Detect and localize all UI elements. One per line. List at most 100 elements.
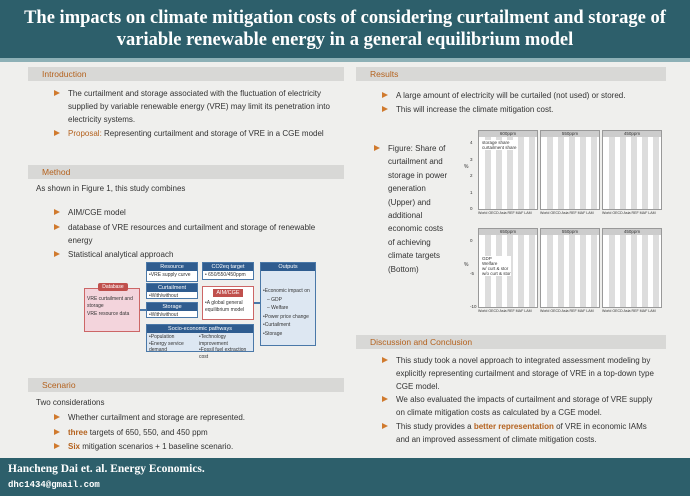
box-item: •VRE supply curve [149, 272, 191, 278]
section-heading: Method [28, 165, 344, 179]
author: Hancheng Dai et. al. Energy Economics. [8, 463, 205, 475]
panel-band [653, 235, 659, 307]
box-item: – Welfare [267, 305, 289, 311]
bullet: database of VRE resources and curtailmen… [54, 221, 339, 247]
arrow [140, 309, 146, 311]
box-item: •With/without [149, 312, 178, 318]
legend-entry: GDP [482, 256, 492, 261]
panel-band [609, 235, 615, 307]
box-item: •Storage [263, 330, 283, 337]
y-tick-label: 1 [470, 189, 473, 195]
panel-band [620, 235, 626, 307]
panel-title: 650ppm [479, 229, 537, 235]
box-item: – GDP [267, 296, 283, 303]
method-diagram: Database VRE curtailment and storage VRE… [60, 262, 316, 360]
bullet-emphasis: better representation [473, 422, 554, 431]
box-column: •Population •Energy service demand [147, 333, 199, 355]
box-item: •With/without [149, 293, 178, 299]
panel-band [569, 235, 575, 307]
box-title: Storage [147, 303, 197, 311]
bullet: We also evaluated the impacts of curtail… [382, 393, 662, 419]
panel-title: 450ppm [603, 229, 661, 235]
box-item: •Power price change [263, 313, 309, 320]
section-heading: Introduction [28, 67, 344, 81]
panel-band [591, 137, 597, 209]
bullet-text: Whether curtailment and storage are repr… [68, 413, 245, 422]
bullet: This study provides a better representat… [382, 420, 662, 446]
y-axis-label: % [464, 262, 469, 268]
box-item: •Energy service demand [149, 340, 184, 354]
region-labels: World OECD Asia REF MAF LAM [540, 309, 594, 313]
bullet-text: mitigation scenarios + 1 baseline scenar… [82, 442, 234, 451]
bullet-emphasis: Proposal: [68, 129, 102, 138]
panel-band [485, 137, 491, 209]
bullet-emphasis: Six [68, 442, 81, 451]
y-tick-label: 4 [470, 140, 473, 145]
panel-band [591, 235, 597, 307]
legend-entry: w/o curt & stor [482, 271, 511, 276]
bullet-emphasis: three [68, 428, 88, 437]
box-item: •Fossil fuel extraction cost [199, 347, 247, 360]
footer: Hancheng Dai et. al. Energy Economics. d… [0, 458, 690, 496]
poster-title: The impacts on climate mitigation costs … [0, 0, 690, 58]
region-labels: World OECD Asia REF MAF LAM [540, 211, 594, 215]
bullet-text: Representing curtailment and storage of … [104, 129, 324, 138]
panel-band [518, 137, 524, 209]
panel-title: 450ppm [603, 131, 661, 137]
arrow [254, 302, 260, 304]
panel-band [642, 235, 648, 307]
y-tick-label: 0 [470, 238, 473, 243]
bullet: AIM/CGE model [54, 206, 339, 219]
region-labels: World OECD Asia REF MAF LAM [602, 309, 656, 313]
title-text: The impacts on climate mitigation costs … [24, 8, 666, 50]
method-intro: As shown in Figure 1, this study combine… [36, 184, 186, 193]
panel-band [631, 137, 637, 209]
box-title: Curtailment [147, 284, 197, 292]
legend-entry: curtailment share [482, 145, 517, 150]
bullet: A large amount of electricity will be cu… [382, 89, 662, 102]
legend-entry: Welfare [482, 261, 498, 266]
bullet: Whether curtailment and storage are repr… [54, 411, 339, 424]
title-stripe [0, 58, 690, 62]
bullet-text: This study took a novel approach to inte… [396, 356, 654, 391]
panel-title: 550ppm [541, 131, 599, 137]
chart-panel: 450ppm [602, 228, 662, 308]
box-item: •Economic impact on [263, 288, 310, 294]
curtailment-box: Curtailment •With/without [146, 283, 198, 299]
panel-band [653, 137, 659, 209]
box-title: Resource [147, 263, 197, 271]
scenario-intro: Two considerations [36, 398, 105, 407]
panel-band [558, 137, 564, 209]
y-tick-label: 3 [470, 156, 473, 162]
panel-band [529, 235, 535, 307]
panel-band [609, 137, 615, 209]
target-box: CO2eq target • 650/550/450ppm [202, 262, 254, 280]
resource-box: Resource •VRE supply curve [146, 262, 198, 282]
panel-band [547, 235, 553, 307]
box-item: •Population [149, 334, 175, 340]
bullet-text: The curtailment and storage associated w… [68, 89, 330, 124]
section-heading: Results [356, 67, 666, 81]
panel-band [580, 137, 586, 209]
panel-band [529, 137, 535, 209]
panel-band [569, 137, 575, 209]
storage-box: Storage •With/without [146, 302, 198, 318]
bullet: Proposal: Representing curtailment and s… [54, 127, 339, 140]
chart-panel: 550ppm [540, 228, 600, 308]
bullet: Statistical analytical approach [54, 248, 339, 261]
panel-band [518, 235, 524, 307]
box-item: VRE resource data [87, 311, 130, 317]
box-item: • 650/550/450ppm [205, 272, 246, 278]
figure-caption: Figure: Share of curtailment and storage… [374, 142, 448, 276]
legend-entry: w/ curt & stor [482, 266, 509, 271]
legend-entry: storage share [482, 140, 510, 145]
bullet: three targets of 650, 550, and 450 ppm [54, 426, 339, 439]
chart-panel: 550ppm [540, 130, 600, 210]
box-title: CO2eq target [203, 263, 253, 271]
box-title: AIM/CGE [213, 289, 243, 297]
section-heading: Discussion and Conclusion [356, 335, 666, 349]
panel-band [558, 235, 564, 307]
box-column: •Technology improvement •Fossil fuel extr… [197, 333, 257, 361]
panel-title: 600ppm [479, 131, 537, 137]
